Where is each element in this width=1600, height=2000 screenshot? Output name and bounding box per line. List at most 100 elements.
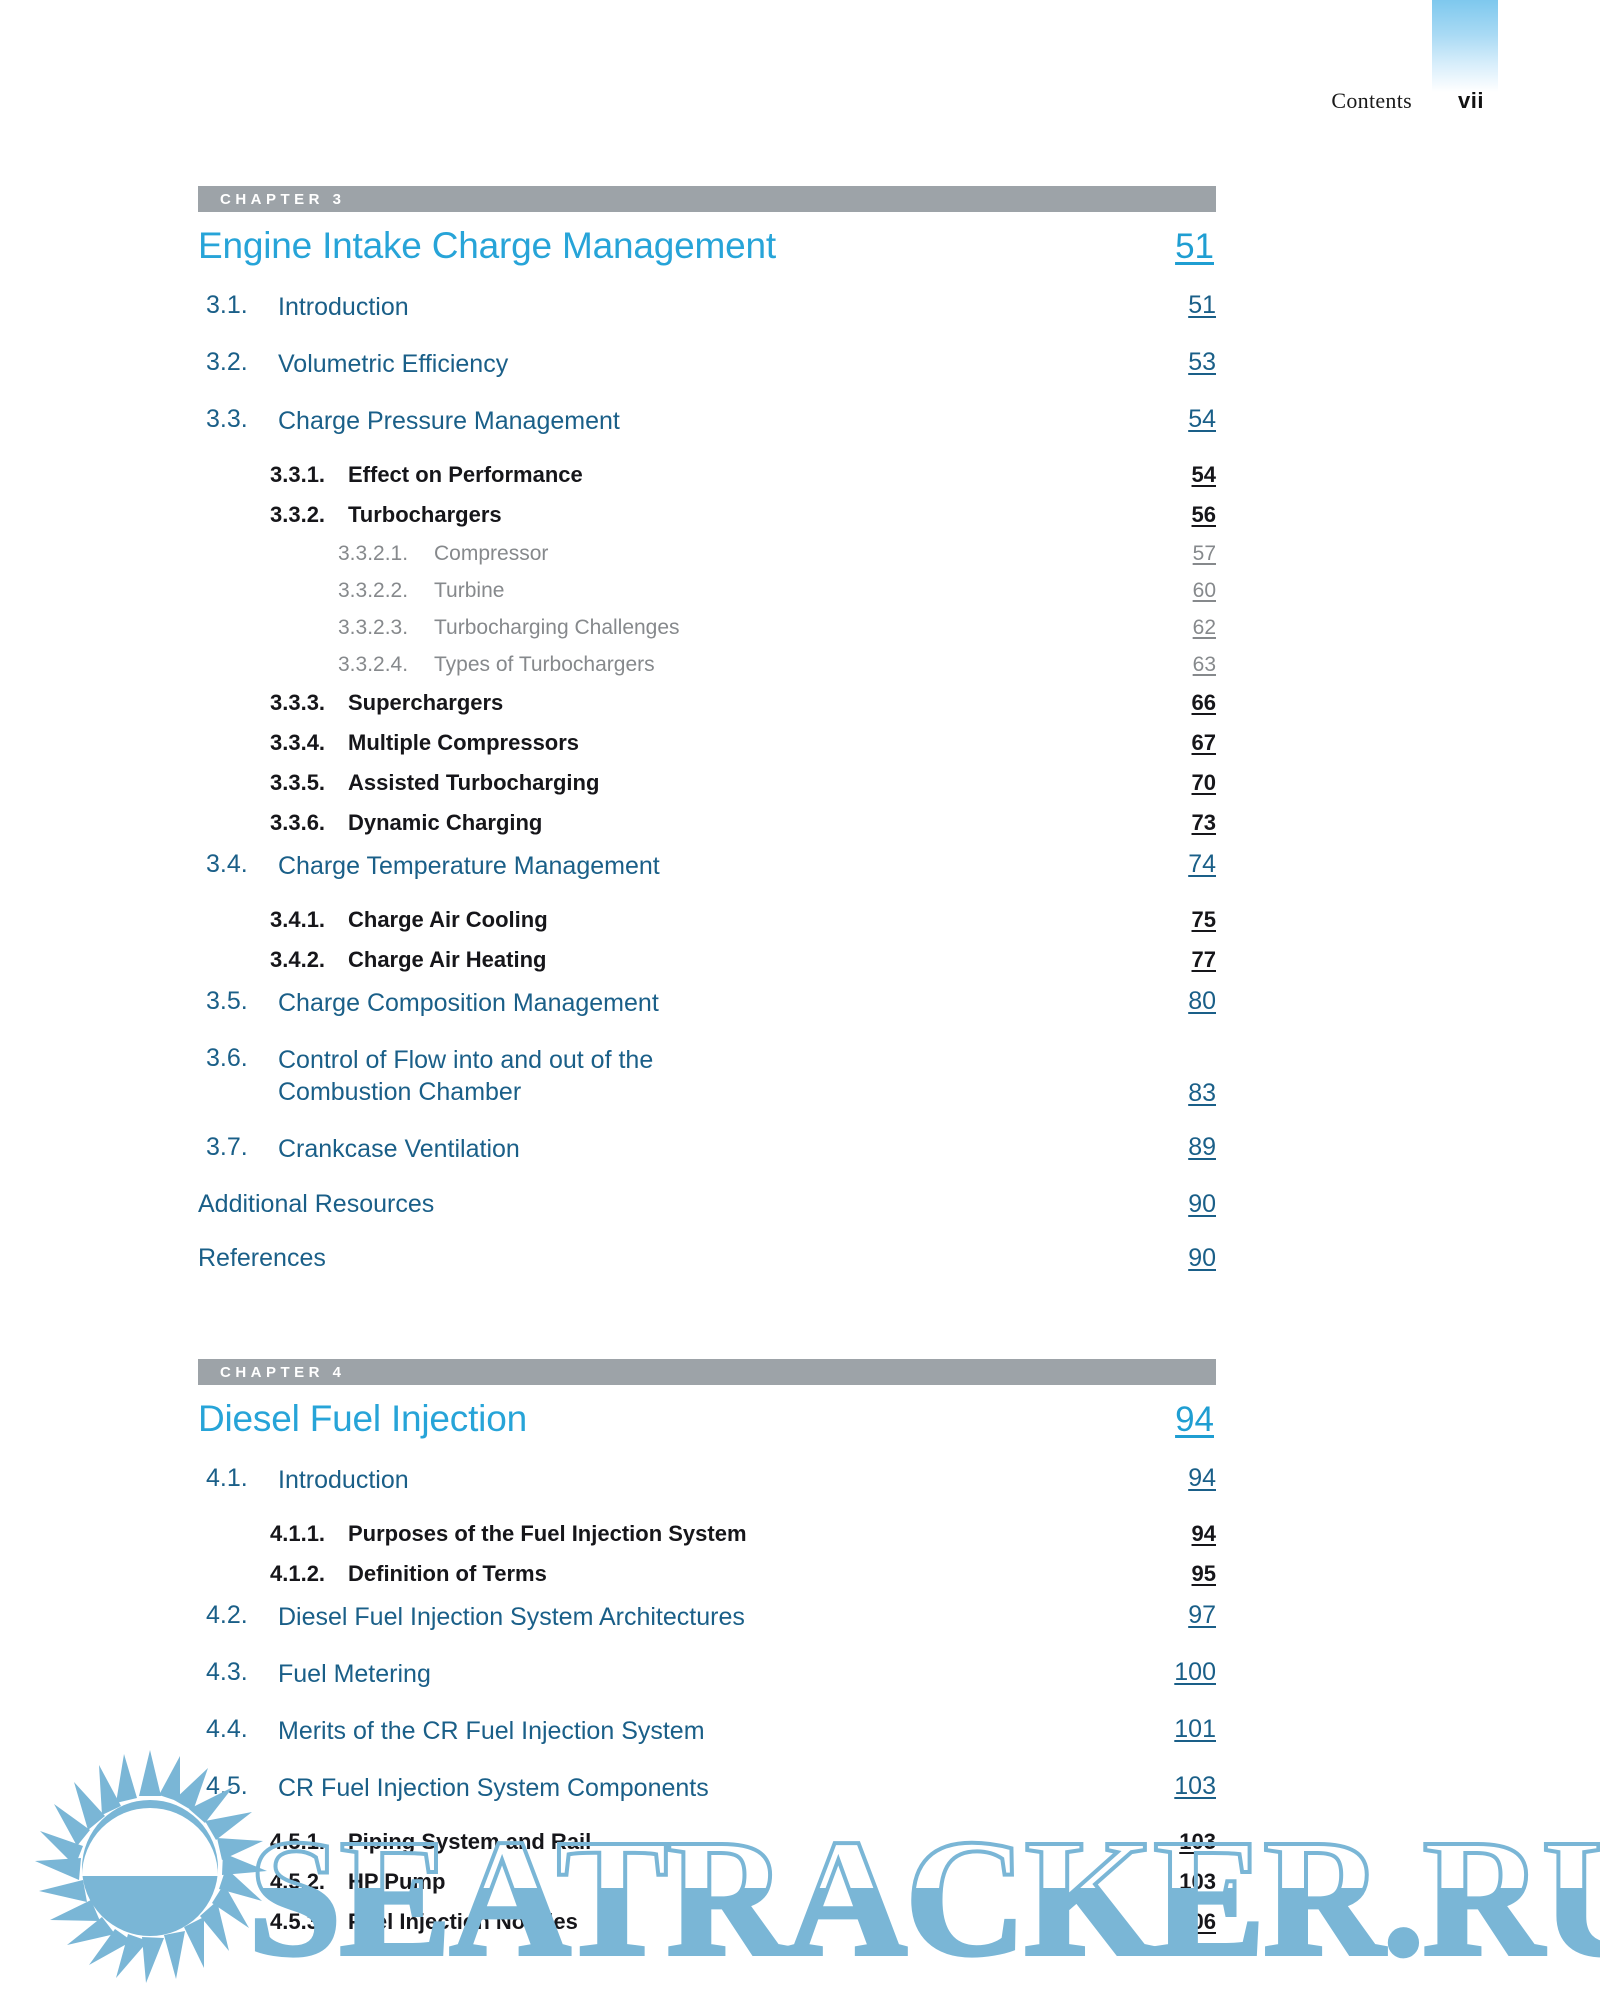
toc-entry-label[interactable]: Turbochargers — [348, 502, 502, 527]
toc-entry-label[interactable]: Dynamic Charging — [348, 810, 543, 835]
toc-entry-label[interactable]: Diesel Fuel Injection System Architectur… — [278, 1603, 745, 1631]
chapter-page-number[interactable]: 94 — [1175, 1400, 1214, 1439]
toc-entry[interactable]: 4.3. Fuel Metering 100 — [198, 1658, 1216, 1690]
toc-entry-label[interactable]: Multiple Compressors — [348, 730, 580, 755]
toc-entry[interactable]: Additional Resources 90 — [198, 1190, 1216, 1219]
toc-entry-label[interactable]: Introduction — [278, 1466, 409, 1494]
toc-entry-page[interactable]: 51 — [1188, 291, 1216, 319]
toc-entry[interactable]: 3.3.3. Superchargers 66 — [198, 690, 1216, 716]
toc-entry-page[interactable]: 103 — [1179, 1869, 1216, 1894]
toc-entry-page[interactable]: 75 — [1191, 907, 1216, 932]
toc-entry[interactable]: 3.3.1. Effect on Performance 54 — [198, 462, 1216, 488]
toc-entry-page[interactable]: 63 — [1192, 653, 1216, 676]
toc-entry-label[interactable]: Charge Temperature Management — [278, 852, 660, 880]
toc-entry[interactable]: 3.1. Introduction 51 — [198, 291, 1216, 323]
toc-entry[interactable]: 3.3.2.1. Compressor 57 — [198, 542, 1216, 566]
toc-entry-page[interactable]: 101 — [1174, 1715, 1216, 1743]
toc-entry-label[interactable]: Piping System and Rail — [348, 1829, 592, 1854]
toc-entry-label[interactable]: Turbocharging Challenges — [434, 616, 680, 639]
toc-entry-label[interactable]: Effect on Performance — [348, 462, 583, 487]
toc-entry[interactable]: 4.5.3. Fuel Injection Nozzles 106 — [198, 1909, 1216, 1935]
toc-entry-page[interactable]: 100 — [1174, 1658, 1216, 1686]
chapter-title[interactable]: Diesel Fuel Injection — [198, 1398, 527, 1439]
toc-entry-page[interactable]: 89 — [1188, 1133, 1216, 1161]
toc-entry-label[interactable]: CR Fuel Injection System Components — [278, 1774, 709, 1802]
toc-entry[interactable]: 3.4.2. Charge Air Heating 77 — [198, 947, 1216, 973]
chapter-page-number[interactable]: 51 — [1175, 227, 1214, 266]
toc-entry-page[interactable]: 97 — [1188, 1601, 1216, 1629]
toc-entry-label[interactable]: Definition of Terms — [348, 1561, 547, 1586]
toc-entry[interactable]: 3.4.1. Charge Air Cooling 75 — [198, 907, 1216, 933]
toc-entry-label[interactable]: Charge Air Cooling — [348, 907, 548, 932]
toc-entry-page[interactable]: 73 — [1191, 810, 1216, 835]
toc-entry-page[interactable]: 57 — [1192, 542, 1216, 565]
chapter-title-row[interactable]: Engine Intake Charge Management 51 — [198, 225, 1216, 267]
toc-entry-label[interactable]: Merits of the CR Fuel Injection System — [278, 1717, 705, 1745]
toc-entry-page[interactable]: 90 — [1188, 1190, 1216, 1218]
toc-entry[interactable]: 4.5. CR Fuel Injection System Components 1… — [198, 1772, 1216, 1804]
toc-entry-label[interactable]: Additional Resources — [198, 1190, 435, 1218]
toc-entry-page[interactable]: 103 — [1174, 1772, 1216, 1800]
toc-entry-page[interactable]: 77 — [1191, 947, 1216, 972]
toc-entry-label[interactable]: HP Pump — [348, 1869, 446, 1894]
toc-entry[interactable]: 3.3.4. Multiple Compressors 67 — [198, 730, 1216, 756]
toc-entry[interactable]: 3.6. Control of Flow into and out of the … — [198, 1044, 1216, 1108]
toc-entry-page[interactable]: 83 — [1188, 1079, 1216, 1107]
toc-entry-page[interactable]: 56 — [1191, 502, 1216, 527]
toc-entry-label[interactable]: Turbine — [434, 579, 505, 602]
toc-entry-label[interactable]: Introduction — [278, 293, 409, 321]
toc-entry-label[interactable]: Fuel Metering — [278, 1660, 431, 1688]
toc-entry-label[interactable]: Types of Turbochargers — [434, 653, 655, 676]
toc-entry-page[interactable]: 94 — [1188, 1464, 1216, 1492]
toc-entry[interactable]: 3.3. Charge Pressure Management 54 — [198, 405, 1216, 437]
toc-entry-page[interactable]: 67 — [1191, 730, 1216, 755]
toc-entry-label[interactable]: Compressor — [434, 542, 549, 565]
toc-entry-label[interactable]: Assisted Turbocharging — [348, 770, 600, 795]
toc-entry-label[interactable]: Control of Flow into and out of the Comb… — [278, 1046, 654, 1106]
toc-entry-label[interactable]: References — [198, 1244, 326, 1272]
toc-entry-page[interactable]: 54 — [1191, 462, 1216, 487]
toc-entry[interactable]: 4.5.1. Piping System and Rail 103 — [198, 1829, 1216, 1855]
toc-entry-page[interactable]: 95 — [1191, 1561, 1216, 1586]
toc-entry[interactable]: 3.3.5. Assisted Turbocharging 70 — [198, 770, 1216, 796]
toc-entry-label[interactable]: Charge Air Heating — [348, 947, 547, 972]
toc-entry[interactable]: 3.2. Volumetric Efficiency 53 — [198, 348, 1216, 380]
toc-entry[interactable]: 4.1. Introduction 94 — [198, 1464, 1216, 1496]
toc-entry-label[interactable]: Superchargers — [348, 690, 504, 715]
toc-entry-page[interactable]: 106 — [1179, 1909, 1216, 1934]
toc-entry[interactable]: 3.3.2. Turbochargers 56 — [198, 502, 1216, 528]
chapter-title[interactable]: Engine Intake Charge Management — [198, 225, 776, 266]
chapter-title-row[interactable]: Diesel Fuel Injection 94 — [198, 1398, 1216, 1440]
toc-entry-label[interactable]: Crankcase Ventilation — [278, 1135, 520, 1163]
toc-entry-page[interactable]: 62 — [1192, 616, 1216, 639]
toc-entry[interactable]: 3.3.2.3. Turbocharging Challenges 62 — [198, 616, 1216, 640]
toc-entry[interactable]: 4.4. Merits of the CR Fuel Injection Syst… — [198, 1715, 1216, 1747]
toc-entry[interactable]: 3.5. Charge Composition Management 80 — [198, 987, 1216, 1019]
toc-entry[interactable]: 4.1.2. Definition of Terms 95 — [198, 1561, 1216, 1587]
toc-entry[interactable]: 4.1.1. Purposes of the Fuel Injection Sys… — [198, 1521, 1216, 1547]
toc-entry-page[interactable]: 60 — [1192, 579, 1216, 602]
toc-entry-page[interactable]: 54 — [1188, 405, 1216, 433]
toc-entry[interactable]: 3.4. Charge Temperature Management 74 — [198, 850, 1216, 882]
toc-entry-page[interactable]: 70 — [1191, 770, 1216, 795]
toc-entry[interactable]: References 90 — [198, 1244, 1216, 1273]
toc-entry-page[interactable]: 94 — [1191, 1521, 1216, 1546]
toc-entry-label[interactable]: Fuel Injection Nozzles — [348, 1909, 578, 1934]
toc-entry-label[interactable]: Charge Pressure Management — [278, 407, 620, 435]
toc-entry-page[interactable]: 66 — [1191, 690, 1216, 715]
toc-entry[interactable]: 4.5.2. HP Pump 103 — [198, 1869, 1216, 1895]
toc-entry-page[interactable]: 80 — [1188, 987, 1216, 1015]
toc-entry[interactable]: 3.7. Crankcase Ventilation 89 — [198, 1133, 1216, 1165]
toc-entry-label[interactable]: Charge Composition Management — [278, 989, 659, 1017]
toc-entry[interactable]: 3.3.6. Dynamic Charging 73 — [198, 810, 1216, 836]
toc-entry-page[interactable]: 103 — [1179, 1829, 1216, 1854]
toc-entry[interactable]: 3.3.2.4. Types of Turbochargers 63 — [198, 653, 1216, 677]
toc-entry-page[interactable]: 74 — [1188, 850, 1216, 878]
toc-entry-label[interactable]: Purposes of the Fuel Injection System — [348, 1521, 747, 1546]
toc-entry-label[interactable]: Volumetric Efficiency — [278, 350, 509, 378]
toc-entry[interactable]: 4.2. Diesel Fuel Injection System Archite… — [198, 1601, 1216, 1633]
toc-entry-page[interactable]: 53 — [1188, 348, 1216, 376]
toc-entry-page[interactable]: 90 — [1188, 1244, 1216, 1272]
toc-entry-number: 3.3. — [206, 405, 248, 433]
toc-entry[interactable]: 3.3.2.2. Turbine 60 — [198, 579, 1216, 603]
